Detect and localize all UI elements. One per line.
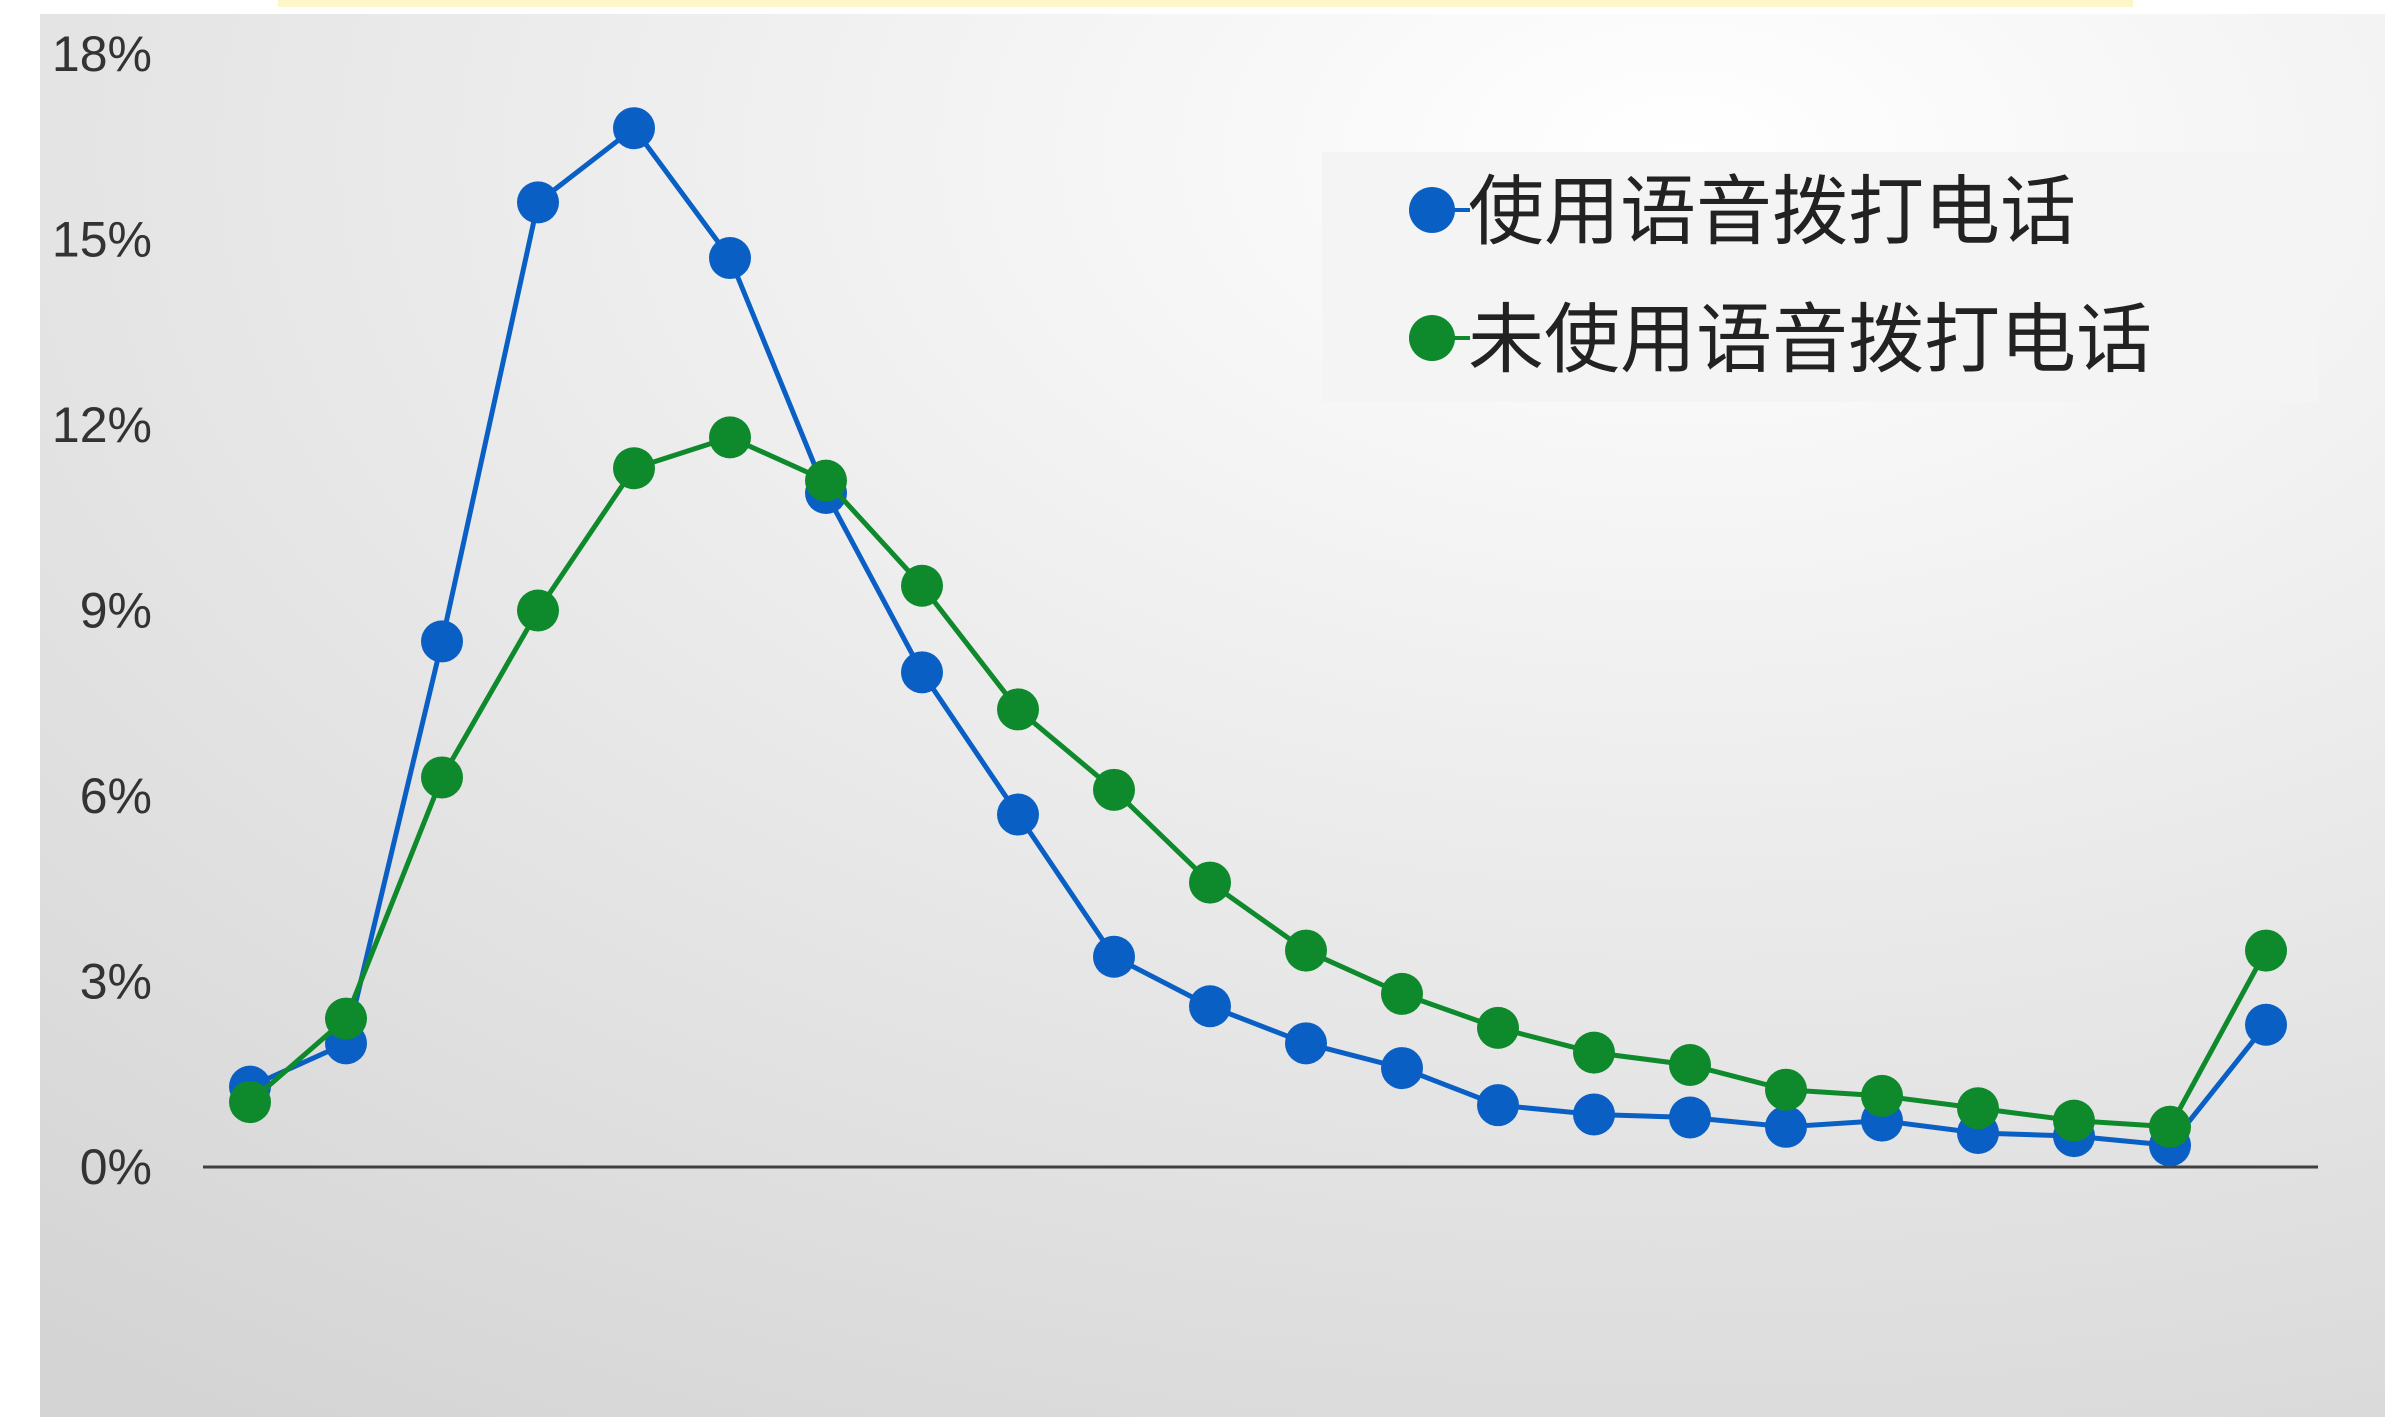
data-point bbox=[1285, 929, 1327, 972]
series-layer bbox=[229, 107, 2287, 1167]
data-point bbox=[1861, 1074, 1903, 1117]
data-point bbox=[613, 107, 655, 150]
series-line bbox=[248, 434, 2269, 1130]
data-point bbox=[1669, 1043, 1711, 1086]
data-point bbox=[325, 997, 367, 1040]
data-point bbox=[517, 181, 559, 224]
data-point bbox=[1381, 1047, 1423, 1090]
y-tick-label: 6% bbox=[80, 768, 152, 824]
data-point bbox=[613, 447, 655, 490]
legend: 使用语音拨打电话 未使用语音拨打电话 bbox=[1322, 152, 2318, 402]
legend-background bbox=[1322, 152, 2318, 402]
data-point bbox=[2245, 1003, 2287, 1046]
legend-entry-no-voice-call: 未使用语音拨打电话 bbox=[1409, 295, 2152, 384]
data-point bbox=[1573, 1031, 1615, 1074]
data-point bbox=[2149, 1105, 2191, 1148]
y-tick-label: 15% bbox=[52, 212, 152, 268]
data-point bbox=[421, 620, 463, 663]
legend-entry-voice-call: 使用语音拨打电话 bbox=[1409, 167, 2076, 256]
data-point bbox=[1477, 1006, 1519, 1049]
data-point bbox=[229, 1081, 271, 1124]
data-point bbox=[1381, 972, 1423, 1015]
data-point bbox=[997, 688, 1039, 731]
data-point bbox=[1669, 1096, 1711, 1139]
data-point bbox=[709, 237, 751, 280]
data-point bbox=[901, 564, 943, 607]
data-point bbox=[2245, 929, 2287, 972]
series-1 bbox=[229, 416, 2287, 1148]
legend-label-voice-call: 使用语音拨打电话 bbox=[1468, 167, 2076, 256]
y-tick-label: 0% bbox=[80, 1139, 152, 1195]
data-point bbox=[1189, 861, 1231, 904]
data-point bbox=[805, 459, 847, 502]
top-highlight-bar bbox=[278, 0, 2133, 7]
data-point bbox=[997, 793, 1039, 836]
data-point bbox=[421, 756, 463, 799]
y-tick-label: 12% bbox=[52, 397, 152, 453]
data-point bbox=[1765, 1068, 1807, 1111]
data-point bbox=[1765, 1105, 1807, 1148]
legend-marker-no-voice-call bbox=[1409, 315, 1455, 361]
y-tick-label: 3% bbox=[80, 954, 152, 1010]
data-point bbox=[2053, 1099, 2095, 1142]
data-point bbox=[1573, 1093, 1615, 1136]
data-point bbox=[709, 416, 751, 459]
series-line bbox=[248, 125, 2268, 1148]
data-point bbox=[1957, 1087, 1999, 1130]
y-tick-label: 9% bbox=[80, 583, 152, 639]
legend-label-no-voice-call: 未使用语音拨打电话 bbox=[1468, 295, 2152, 384]
legend-marker-voice-call bbox=[1409, 187, 1455, 233]
data-point bbox=[1189, 985, 1231, 1028]
data-point bbox=[1093, 935, 1135, 978]
data-point bbox=[1093, 768, 1135, 811]
data-point bbox=[1285, 1022, 1327, 1065]
data-point bbox=[901, 651, 943, 694]
data-point bbox=[1477, 1084, 1519, 1127]
y-tick-label: 18% bbox=[52, 26, 152, 82]
data-point bbox=[517, 589, 559, 632]
y-axis-ticks: 0% 3% 6% 9% 12% 15% 18% bbox=[52, 26, 152, 1195]
